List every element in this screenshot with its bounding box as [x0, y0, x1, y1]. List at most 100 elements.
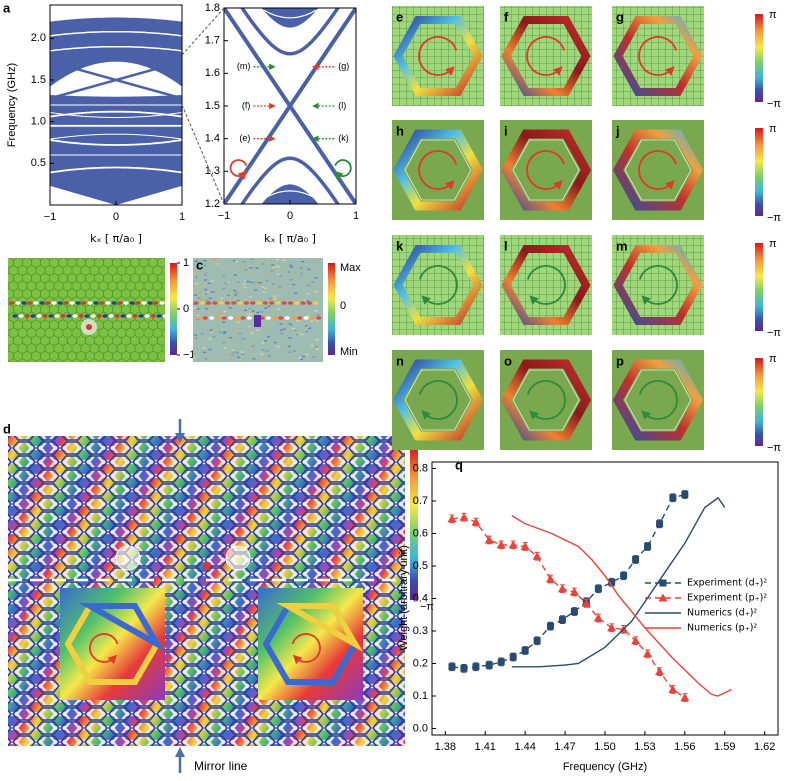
data-point: [459, 512, 469, 521]
noise: [288, 337, 292, 339]
noise: [222, 275, 226, 278]
colorbar: [170, 263, 177, 355]
data-point: [581, 598, 591, 607]
y-tick-label: 1.5: [205, 100, 220, 112]
noise: [282, 328, 286, 330]
noise: [305, 353, 309, 356]
band-gap: [50, 110, 182, 118]
noise: [262, 291, 266, 293]
noise: [252, 358, 256, 360]
noise: [204, 303, 208, 305]
noise: [232, 351, 236, 353]
field-spot: [141, 301, 147, 305]
y-tick-label: 1.5: [31, 74, 46, 86]
field-spot: [234, 316, 240, 320]
field-spot: [246, 316, 252, 320]
noise: [226, 281, 230, 284]
data-point: [680, 693, 690, 702]
noise: [252, 281, 256, 284]
noise: [262, 358, 266, 360]
noise: [249, 281, 253, 283]
legend-marker: [659, 579, 667, 587]
noise: [251, 345, 255, 347]
noise: [215, 263, 219, 265]
noise: [301, 260, 305, 263]
noise: [243, 286, 247, 289]
field-spot: [297, 316, 303, 320]
noise: [197, 297, 201, 299]
noise: [204, 288, 208, 291]
noise: [277, 308, 281, 310]
rotation-arrow: [333, 159, 352, 181]
noise: [271, 264, 275, 266]
noise: [193, 307, 196, 309]
band-gap: [50, 139, 182, 146]
noise: [316, 348, 319, 350]
noise: [312, 356, 316, 358]
field-spot: [287, 301, 294, 305]
data-point: [545, 574, 555, 583]
noise: [267, 335, 270, 338]
band-block: [50, 17, 182, 87]
noise: [236, 329, 240, 331]
noise: [255, 267, 259, 269]
noise: [306, 315, 310, 317]
colorbar-label: 0: [183, 303, 189, 315]
field-spot: [209, 316, 215, 320]
noise: [279, 329, 283, 331]
noise: [311, 281, 315, 283]
x-tick-label: 1.62: [754, 741, 775, 753]
rotation-arrow: [638, 265, 678, 305]
noise: [241, 353, 245, 355]
cell-outline: [78, 603, 166, 653]
annotation: (e): [239, 133, 250, 143]
panel-label: n: [396, 353, 404, 368]
noise: [278, 286, 282, 288]
data-point: [509, 653, 517, 661]
data-point: [656, 520, 664, 528]
data-point: [668, 685, 678, 693]
source-ring: [115, 545, 141, 571]
ring: [501, 245, 591, 325]
noise: [273, 298, 277, 300]
noise: [223, 353, 227, 356]
noise: [269, 297, 273, 300]
field-spot: [66, 314, 72, 318]
noise: [267, 302, 271, 305]
ring-outline: [624, 139, 692, 201]
noise: [222, 321, 226, 323]
noise: [248, 296, 252, 298]
series-line: [451, 493, 685, 670]
noise: [288, 351, 292, 353]
field-spot: [196, 316, 202, 320]
field-spot: [69, 301, 75, 305]
rotation-arrow: [638, 380, 678, 420]
cell-outline: [276, 603, 364, 653]
panel-label: k: [396, 238, 404, 253]
noise: [307, 268, 311, 271]
noise: [273, 341, 277, 344]
band-block: [261, 8, 319, 28]
field-spot: [27, 301, 33, 305]
noise: [247, 328, 251, 331]
field-spot: [300, 301, 306, 305]
noise: [196, 314, 200, 317]
band-gap: [263, 190, 317, 200]
field-spot: [39, 301, 45, 305]
noise: [298, 276, 302, 278]
noise: [272, 266, 276, 269]
noise: [267, 324, 271, 327]
field-spot: [135, 301, 141, 305]
noise: [238, 332, 242, 335]
noise: [199, 293, 203, 295]
noise: [279, 275, 282, 277]
noise: [251, 273, 255, 276]
x-tick-label: 1.41: [475, 741, 496, 753]
noise: [289, 264, 293, 267]
panel-label: e: [396, 9, 403, 24]
noise: [231, 349, 235, 352]
field-spot: [215, 316, 221, 320]
noise: [241, 351, 244, 353]
annotation: (k): [338, 133, 349, 143]
